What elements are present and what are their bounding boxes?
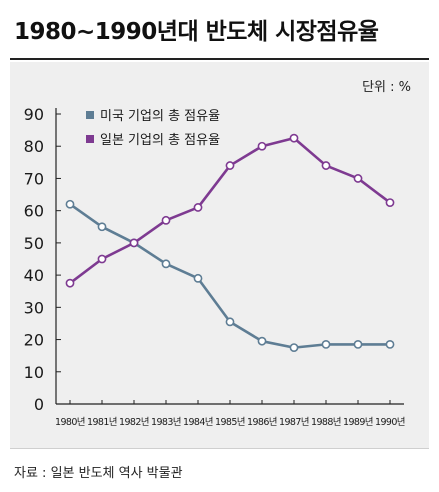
- data-point: [321, 161, 331, 170]
- source-note: 자료 : 일본 반도체 역사 박물관: [14, 466, 183, 481]
- x-tick-label: 1983년: [151, 417, 181, 428]
- data-point: [385, 339, 395, 349]
- data-point: [193, 203, 203, 212]
- data-point: [225, 161, 235, 170]
- x-tick-label: 1986년: [247, 417, 277, 428]
- data-point: [257, 141, 267, 151]
- data-point: [385, 198, 395, 208]
- y-tick-label: 20: [24, 331, 44, 350]
- y-tick-label: 30: [24, 298, 44, 317]
- y-tick-label: 80: [24, 137, 44, 156]
- data-point: [193, 273, 203, 283]
- y-tick-label: 10: [24, 363, 44, 382]
- x-tick-label: 1984년: [183, 417, 213, 428]
- x-tick-label: 1987년: [279, 417, 309, 428]
- data-point: [225, 317, 235, 327]
- y-tick-label: 50: [24, 234, 44, 253]
- x-tick-label: 1985년: [215, 417, 245, 428]
- data-point: [289, 343, 299, 353]
- x-tick-label: 1981년: [87, 417, 117, 428]
- data-point: [289, 133, 299, 143]
- y-tick-label: 0: [34, 395, 44, 414]
- unit-label: 단위 : %: [362, 80, 411, 95]
- source-divider: [10, 448, 429, 449]
- x-tick-label: 1989년: [343, 417, 373, 428]
- y-tick-label: 90: [24, 105, 44, 124]
- data-point: [129, 238, 139, 248]
- data-point: [353, 339, 363, 349]
- data-point: [321, 339, 331, 349]
- y-tick-label: 60: [24, 202, 44, 221]
- x-tick-label: 1980년: [55, 417, 85, 428]
- y-tick-label: 40: [24, 266, 44, 285]
- x-tick-label: 1982년: [119, 417, 149, 428]
- data-point: [97, 222, 107, 232]
- data-point: [161, 259, 171, 269]
- legend-label-1: 미국 기업의 총 점유율: [100, 109, 220, 124]
- x-tick-label: 1990년: [375, 417, 405, 428]
- chart-title: 1980~1990년대 반도체 시장점유율: [14, 19, 379, 45]
- data-point: [353, 174, 363, 183]
- title-divider: [10, 58, 429, 60]
- data-point: [65, 199, 75, 209]
- y-tick-label: 70: [24, 169, 44, 188]
- legend-swatch-2: [86, 135, 94, 143]
- data-point: [97, 254, 107, 264]
- data-point: [161, 215, 171, 225]
- data-point: [65, 278, 75, 288]
- legend-swatch-1: [86, 111, 94, 119]
- series-line-2: [69, 136, 391, 285]
- data-point: [257, 336, 267, 346]
- x-tick-label: 1988년: [311, 417, 341, 428]
- chart-panel: [10, 62, 429, 448]
- legend-label-2: 일본 기업의 총 점유율: [100, 133, 220, 148]
